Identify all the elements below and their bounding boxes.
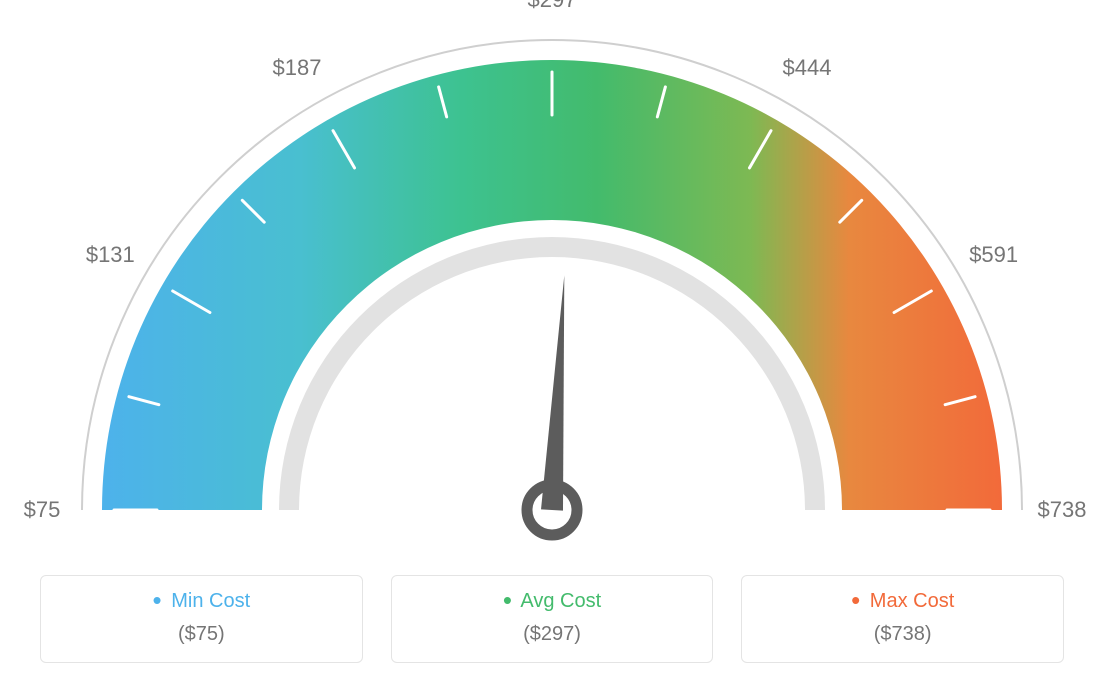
- dot-icon: •: [153, 585, 162, 615]
- gauge-tick-label: $591: [969, 242, 1018, 268]
- legend-title-avg: • Avg Cost: [392, 590, 713, 613]
- legend-value-max: ($738): [742, 623, 1063, 646]
- legend-title-text: Min Cost: [171, 590, 250, 612]
- gauge-tick-label: $444: [783, 55, 832, 81]
- legend-value-min: ($75): [41, 623, 362, 646]
- gauge-svg: [0, 0, 1104, 560]
- gauge-tick-label: $131: [86, 242, 135, 268]
- legend-value-avg: ($297): [392, 623, 713, 646]
- legend-card-min: • Min Cost ($75): [40, 575, 363, 663]
- gauge-tick-label: $187: [273, 55, 322, 81]
- gauge-tick-label: $738: [1038, 497, 1087, 523]
- legend-title-text: Avg Cost: [520, 590, 601, 612]
- legend-card-avg: • Avg Cost ($297): [391, 575, 714, 663]
- gauge-tick-label: $297: [528, 0, 577, 13]
- dot-icon: •: [503, 585, 512, 615]
- legend-row: • Min Cost ($75) • Avg Cost ($297) • Max…: [0, 575, 1104, 663]
- legend-card-max: • Max Cost ($738): [741, 575, 1064, 663]
- gauge-tick-label: $75: [24, 497, 61, 523]
- dot-icon: •: [851, 585, 860, 615]
- gauge-chart: $75 $131 $187 $297 $444 $591 $738: [0, 0, 1104, 560]
- legend-title-max: • Max Cost: [742, 590, 1063, 613]
- legend-title-text: Max Cost: [870, 590, 954, 612]
- legend-title-min: • Min Cost: [41, 590, 362, 613]
